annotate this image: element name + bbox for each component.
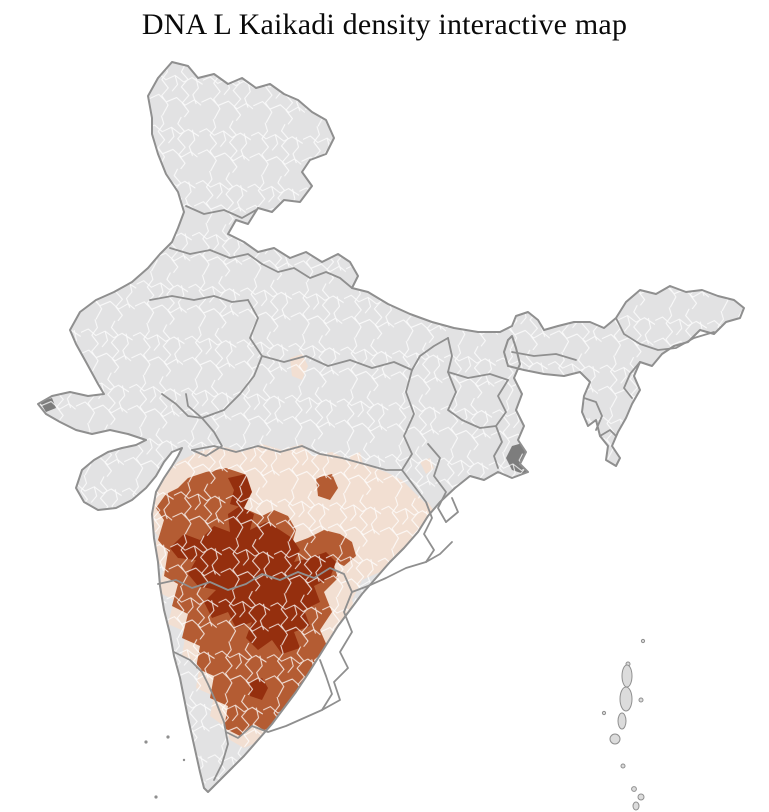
state-borders <box>149 205 715 781</box>
andaman-nicobar-islands[interactable] <box>601 638 646 811</box>
india-outline <box>37 61 745 793</box>
density-regions <box>38 62 744 792</box>
district-grid-overlay <box>38 62 744 792</box>
map-title: DNA L Kaikadi density interactive map <box>141 8 628 41</box>
lakshadweep-islands[interactable] <box>144 735 186 799</box>
